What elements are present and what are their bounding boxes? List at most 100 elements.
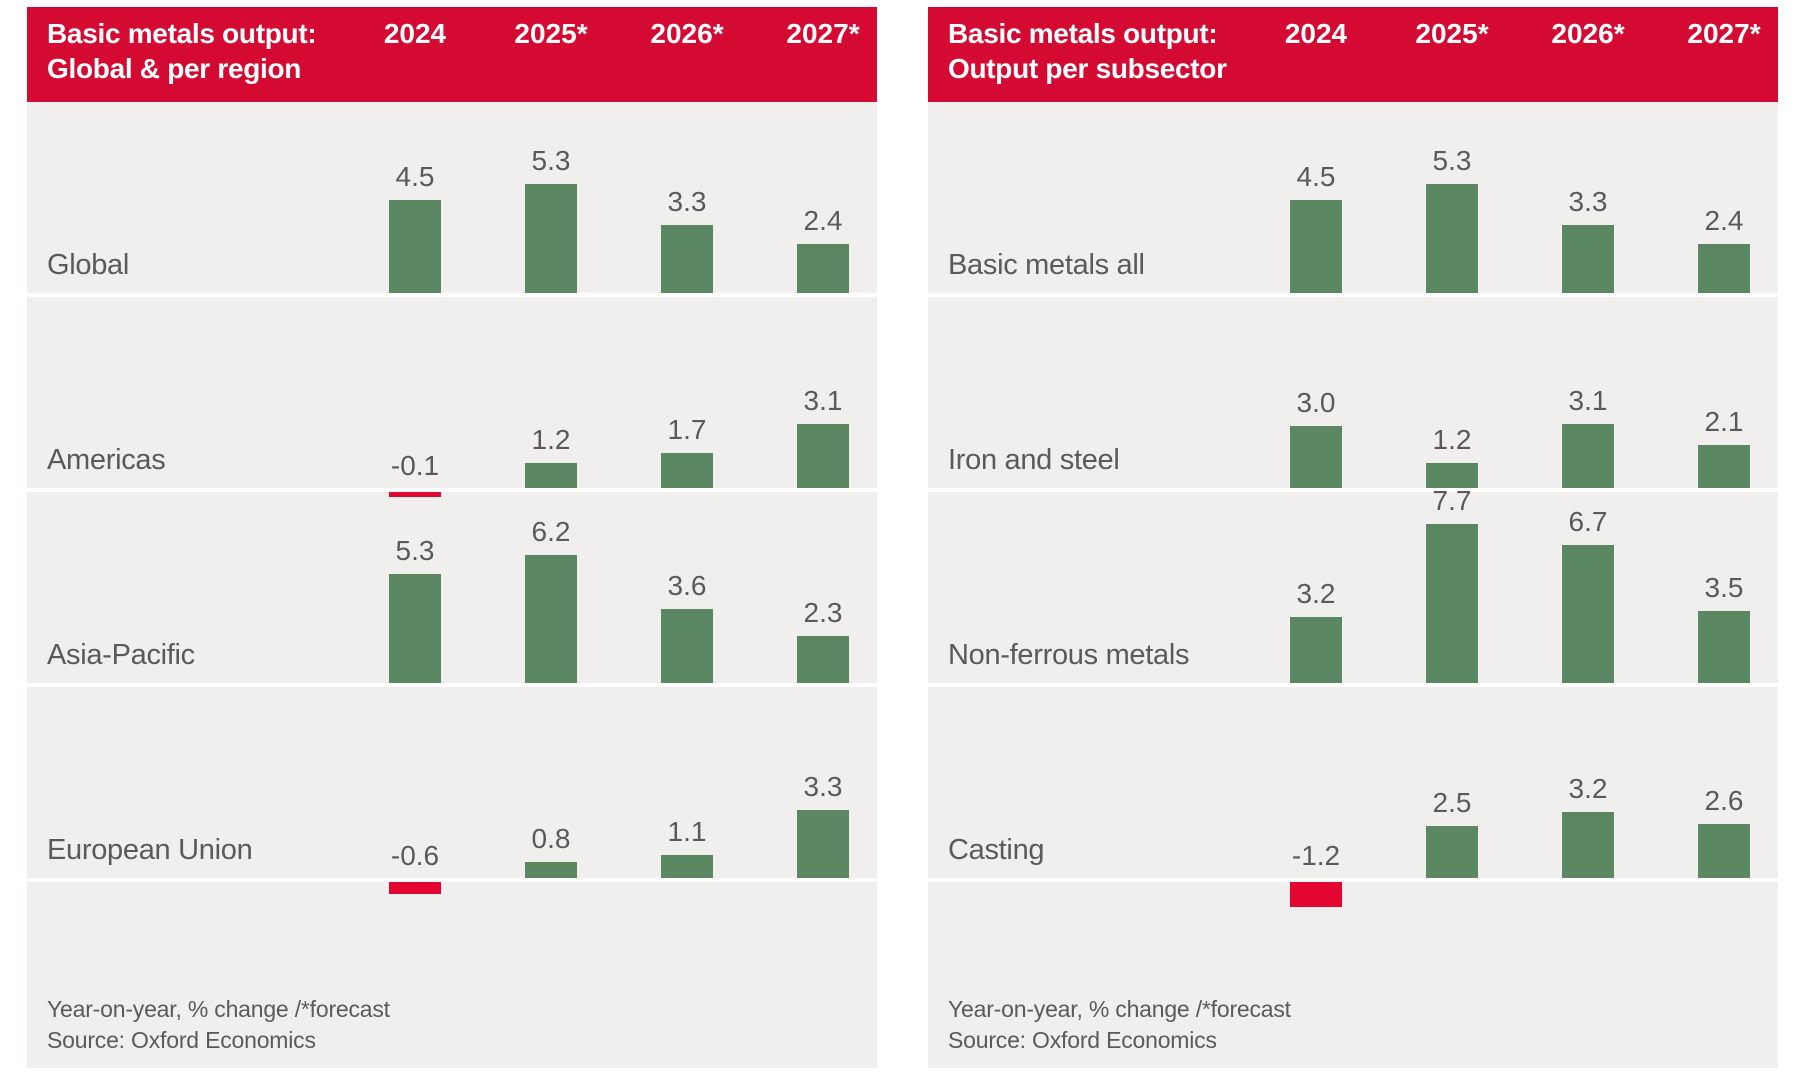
year-header: 2026* [650,18,724,49]
row-bars: -0.1 1.2 1.7 3.1 [347,297,891,497]
row-bars: 4.5 5.3 3.3 2.4 [1248,102,1792,293]
row-bars: -1.2 2.5 3.2 2.6 [1248,687,1792,907]
bar-value-label: 7.7 [1432,485,1472,516]
bar-value-label: 6.2 [531,516,571,547]
bar-value-label: 3.2 [1296,578,1336,609]
year-header: 2024 [383,18,447,49]
chart-row: Basic metals all 4.5 5.3 3.3 2.4 [928,102,1778,293]
year-header: 2027* [1687,18,1761,49]
chart-row: Iron and steel 3.0 1.2 3.1 2.1 [928,297,1778,488]
row-label: Global [47,249,130,281]
bar [661,453,713,488]
bar-value-label: 3.1 [803,385,843,416]
chart-panel-per-subsector: Basic metals output: Output per subsecto… [928,7,1778,1068]
bar-slot: -1.2 [1248,687,1384,907]
bar [1426,524,1478,683]
bar-slot: 4.5 [1248,102,1384,293]
negative-bar [1290,882,1342,907]
bar-value-label: -0.6 [390,840,440,871]
row-label: Basic metals all [948,249,1145,281]
bar [1562,424,1614,488]
chart-row: Casting -1.2 2.5 3.2 2.6 [928,687,1778,907]
year-headers: 2024 2025* 2026* 2027* [347,16,891,51]
bar-slot: 3.2 [1520,687,1656,878]
bar-value-label: 2.6 [1704,785,1744,816]
panel-header: Basic metals output: Global & per region… [27,7,877,102]
bar-slot: 2.5 [1384,687,1520,878]
bar [1698,824,1750,878]
panel-footer: Year-on-year, % change /*forecast Source… [928,882,1778,1068]
bar [661,855,713,878]
bar-slot: 2.4 [1656,102,1792,293]
bar [797,244,849,293]
panel-footer: Year-on-year, % change /*forecast Source… [27,882,877,1068]
row-label: European Union [47,834,253,866]
bar [1290,200,1342,293]
bar-slot: 1.2 [1384,297,1520,488]
bar-value-label: 5.3 [1432,145,1472,176]
bar [1290,426,1342,488]
bar [389,200,441,293]
row-bars: 3.2 7.7 6.7 3.5 [1248,485,1792,683]
bar-slot: 0.8 [483,687,619,878]
year-header: 2026* [1551,18,1625,49]
footer-text: Year-on-year, % change /*forecast Source… [47,994,390,1056]
bar-value-label: 5.3 [531,145,571,176]
panel-title-line2: Output per subsector [948,53,1227,84]
bar-slot: 5.3 [1384,102,1520,293]
bar-value-label: 3.6 [667,570,707,601]
bar [797,424,849,488]
bar-value-label: 6.7 [1568,506,1608,537]
bar-slot: 3.2 [1248,492,1384,683]
negative-bar [389,492,441,497]
bar-value-label: 3.1 [1568,385,1608,416]
source: Source: Oxford Economics [47,1027,316,1053]
bar-slot: 2.6 [1656,687,1792,878]
bar [525,463,577,488]
footnote: Year-on-year, % change /*forecast [948,996,1291,1022]
bar [1290,617,1342,683]
panel-title: Basic metals output: Output per subsecto… [948,16,1227,86]
bar-value-label: 2.3 [803,597,843,628]
bar [661,609,713,683]
bar-value-label: 3.2 [1568,773,1608,804]
bar-slot: -0.6 [347,687,483,894]
bar-slot: 6.2 [483,492,619,683]
bar-slot: -0.1 [347,297,483,497]
row-label: Non-ferrous metals [948,639,1190,671]
year-headers: 2024 2025* 2026* 2027* [1248,16,1792,51]
row-bars: -0.6 0.8 1.1 3.3 [347,687,891,894]
bar-slot: 5.3 [347,492,483,683]
bar [525,555,577,683]
footnote: Year-on-year, % change /*forecast [47,996,390,1022]
row-bars: 5.3 6.2 3.6 2.3 [347,492,891,683]
footer-text: Year-on-year, % change /*forecast Source… [948,994,1291,1056]
chart-row: European Union -0.6 0.8 1.1 3.3 [27,687,877,894]
bar [797,636,849,683]
row-label: Casting [948,834,1045,866]
bar-value-label: 3.3 [803,771,843,802]
bar-value-label: 4.5 [395,161,435,192]
chart-row: Non-ferrous metals 3.2 7.7 6.7 3.5 [928,485,1778,683]
bar [1562,225,1614,293]
bar [525,862,577,878]
bar-slot: 1.1 [619,687,755,878]
bar-slot: 2.4 [755,102,891,293]
bar [1698,445,1750,488]
panel-title-line1: Basic metals output: [47,18,317,49]
bar-value-label: 2.4 [803,205,843,236]
negative-bar [389,882,441,894]
bar-value-label: 0.8 [531,823,571,854]
row-bars: 3.0 1.2 3.1 2.1 [1248,297,1792,488]
bar [1426,184,1478,293]
bar [525,184,577,293]
bar-value-label: 1.2 [1432,424,1472,455]
chart-row: Global 4.5 5.3 3.3 2.4 [27,102,877,293]
bar [1698,611,1750,683]
bar-slot: 3.1 [755,297,891,488]
bar-slot: 3.5 [1656,492,1792,683]
bar-slot: 3.3 [755,687,891,878]
row-label: Iron and steel [948,444,1120,476]
bar-slot: 4.5 [347,102,483,293]
